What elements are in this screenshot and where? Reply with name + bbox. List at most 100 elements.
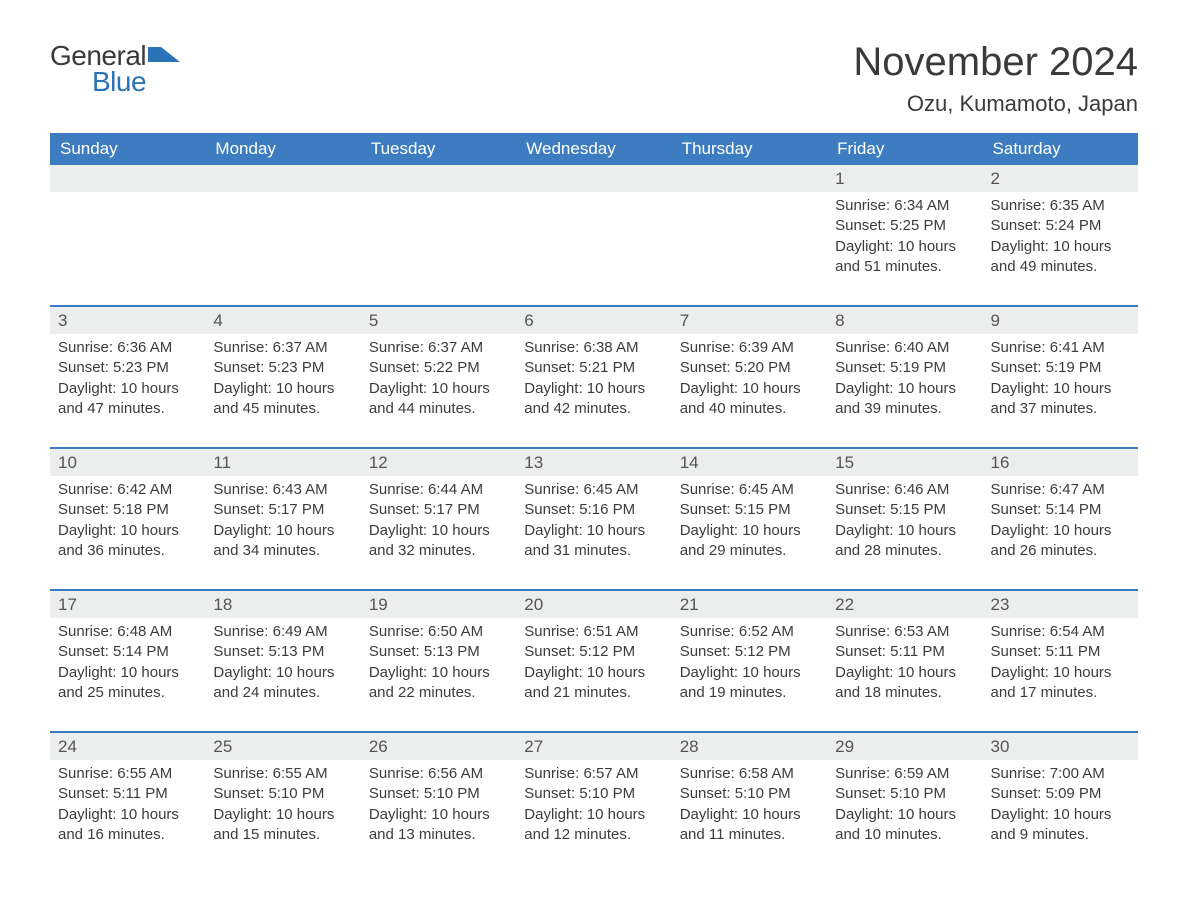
daylight-line: Daylight: 10 hours and 19 minutes. xyxy=(680,663,819,704)
sunrise-line: Sunrise: 6:36 AM xyxy=(58,338,197,358)
calendar-day-cell: 3Sunrise: 6:36 AMSunset: 5:23 PMDaylight… xyxy=(50,306,205,448)
day-number: 21 xyxy=(672,591,827,618)
sunrise-line: Sunrise: 6:45 AM xyxy=(680,480,819,500)
sunset-line: Sunset: 5:10 PM xyxy=(680,784,819,804)
sunset-line: Sunset: 5:12 PM xyxy=(680,642,819,662)
day-number: 12 xyxy=(361,449,516,476)
sunset-line: Sunset: 5:23 PM xyxy=(213,358,352,378)
calendar-day-cell xyxy=(50,165,205,306)
daylight-line: Daylight: 10 hours and 32 minutes. xyxy=(369,521,508,562)
day-number: 4 xyxy=(205,307,360,334)
day-details: Sunrise: 6:35 AMSunset: 5:24 PMDaylight:… xyxy=(983,192,1138,305)
daylight-line: Daylight: 10 hours and 34 minutes. xyxy=(213,521,352,562)
day-details: Sunrise: 6:38 AMSunset: 5:21 PMDaylight:… xyxy=(516,334,671,447)
calendar-day-cell: 5Sunrise: 6:37 AMSunset: 5:22 PMDaylight… xyxy=(361,306,516,448)
day-number: 5 xyxy=(361,307,516,334)
logo-text-sub: Blue xyxy=(92,66,182,98)
daylight-line: Daylight: 10 hours and 36 minutes. xyxy=(58,521,197,562)
sunset-line: Sunset: 5:18 PM xyxy=(58,500,197,520)
calendar-day-cell xyxy=(672,165,827,306)
sunrise-line: Sunrise: 6:46 AM xyxy=(835,480,974,500)
day-details: Sunrise: 6:40 AMSunset: 5:19 PMDaylight:… xyxy=(827,334,982,447)
day-number: 14 xyxy=(672,449,827,476)
sunrise-line: Sunrise: 6:55 AM xyxy=(58,764,197,784)
daylight-line: Daylight: 10 hours and 18 minutes. xyxy=(835,663,974,704)
sunset-line: Sunset: 5:20 PM xyxy=(680,358,819,378)
sunset-line: Sunset: 5:10 PM xyxy=(369,784,508,804)
day-details: Sunrise: 6:48 AMSunset: 5:14 PMDaylight:… xyxy=(50,618,205,731)
sunset-line: Sunset: 5:17 PM xyxy=(213,500,352,520)
sunset-line: Sunset: 5:10 PM xyxy=(524,784,663,804)
day-details: Sunrise: 6:39 AMSunset: 5:20 PMDaylight:… xyxy=(672,334,827,447)
sunrise-line: Sunrise: 6:39 AM xyxy=(680,338,819,358)
calendar-day-cell: 29Sunrise: 6:59 AMSunset: 5:10 PMDayligh… xyxy=(827,732,982,873)
day-number xyxy=(50,165,205,192)
calendar-day-cell: 11Sunrise: 6:43 AMSunset: 5:17 PMDayligh… xyxy=(205,448,360,590)
day-details: Sunrise: 6:42 AMSunset: 5:18 PMDaylight:… xyxy=(50,476,205,589)
sunset-line: Sunset: 5:14 PM xyxy=(991,500,1130,520)
calendar-day-cell: 23Sunrise: 6:54 AMSunset: 5:11 PMDayligh… xyxy=(983,590,1138,732)
daylight-line: Daylight: 10 hours and 22 minutes. xyxy=(369,663,508,704)
day-number: 9 xyxy=(983,307,1138,334)
sunset-line: Sunset: 5:11 PM xyxy=(991,642,1130,662)
calendar-day-cell xyxy=(361,165,516,306)
weekday-header: Monday xyxy=(205,133,360,165)
day-details: Sunrise: 6:47 AMSunset: 5:14 PMDaylight:… xyxy=(983,476,1138,589)
day-details: Sunrise: 6:49 AMSunset: 5:13 PMDaylight:… xyxy=(205,618,360,731)
logo-flag-icon xyxy=(148,44,182,69)
daylight-line: Daylight: 10 hours and 26 minutes. xyxy=(991,521,1130,562)
sunrise-line: Sunrise: 6:51 AM xyxy=(524,622,663,642)
day-details: Sunrise: 6:45 AMSunset: 5:15 PMDaylight:… xyxy=(672,476,827,589)
daylight-line: Daylight: 10 hours and 29 minutes. xyxy=(680,521,819,562)
sunrise-line: Sunrise: 6:54 AM xyxy=(991,622,1130,642)
daylight-line: Daylight: 10 hours and 51 minutes. xyxy=(835,237,974,278)
sunrise-line: Sunrise: 6:37 AM xyxy=(213,338,352,358)
day-details: Sunrise: 6:56 AMSunset: 5:10 PMDaylight:… xyxy=(361,760,516,873)
daylight-line: Daylight: 10 hours and 10 minutes. xyxy=(835,805,974,846)
sunset-line: Sunset: 5:15 PM xyxy=(680,500,819,520)
sunset-line: Sunset: 5:23 PM xyxy=(58,358,197,378)
sunrise-line: Sunrise: 6:41 AM xyxy=(991,338,1130,358)
day-number: 30 xyxy=(983,733,1138,760)
sunrise-line: Sunrise: 6:50 AM xyxy=(369,622,508,642)
calendar-day-cell: 22Sunrise: 6:53 AMSunset: 5:11 PMDayligh… xyxy=(827,590,982,732)
day-number: 24 xyxy=(50,733,205,760)
sunset-line: Sunset: 5:19 PM xyxy=(835,358,974,378)
header: General Blue November 2024 Ozu, Kumamoto… xyxy=(50,40,1138,117)
sunrise-line: Sunrise: 6:44 AM xyxy=(369,480,508,500)
sunrise-line: Sunrise: 6:52 AM xyxy=(680,622,819,642)
sunset-line: Sunset: 5:21 PM xyxy=(524,358,663,378)
day-details: Sunrise: 6:52 AMSunset: 5:12 PMDaylight:… xyxy=(672,618,827,731)
daylight-line: Daylight: 10 hours and 21 minutes. xyxy=(524,663,663,704)
calendar-day-cell: 15Sunrise: 6:46 AMSunset: 5:15 PMDayligh… xyxy=(827,448,982,590)
calendar-day-cell: 9Sunrise: 6:41 AMSunset: 5:19 PMDaylight… xyxy=(983,306,1138,448)
day-number: 29 xyxy=(827,733,982,760)
day-number xyxy=(672,165,827,192)
calendar-week-row: 3Sunrise: 6:36 AMSunset: 5:23 PMDaylight… xyxy=(50,306,1138,448)
calendar-day-cell: 4Sunrise: 6:37 AMSunset: 5:23 PMDaylight… xyxy=(205,306,360,448)
weekday-header: Friday xyxy=(827,133,982,165)
calendar-day-cell: 8Sunrise: 6:40 AMSunset: 5:19 PMDaylight… xyxy=(827,306,982,448)
day-number: 22 xyxy=(827,591,982,618)
location: Ozu, Kumamoto, Japan xyxy=(853,91,1138,117)
sunrise-line: Sunrise: 6:49 AM xyxy=(213,622,352,642)
calendar-day-cell: 1Sunrise: 6:34 AMSunset: 5:25 PMDaylight… xyxy=(827,165,982,306)
day-details: Sunrise: 6:55 AMSunset: 5:10 PMDaylight:… xyxy=(205,760,360,873)
sunset-line: Sunset: 5:13 PM xyxy=(369,642,508,662)
day-details: Sunrise: 6:34 AMSunset: 5:25 PMDaylight:… xyxy=(827,192,982,305)
day-details xyxy=(516,192,671,292)
day-details: Sunrise: 6:58 AMSunset: 5:10 PMDaylight:… xyxy=(672,760,827,873)
sunrise-line: Sunrise: 6:59 AM xyxy=(835,764,974,784)
weekday-header: Saturday xyxy=(983,133,1138,165)
day-details: Sunrise: 6:37 AMSunset: 5:23 PMDaylight:… xyxy=(205,334,360,447)
sunrise-line: Sunrise: 6:53 AM xyxy=(835,622,974,642)
day-details: Sunrise: 6:45 AMSunset: 5:16 PMDaylight:… xyxy=(516,476,671,589)
calendar-day-cell: 24Sunrise: 6:55 AMSunset: 5:11 PMDayligh… xyxy=(50,732,205,873)
weekday-header: Sunday xyxy=(50,133,205,165)
day-number xyxy=(361,165,516,192)
calendar-week-row: 10Sunrise: 6:42 AMSunset: 5:18 PMDayligh… xyxy=(50,448,1138,590)
calendar-day-cell: 30Sunrise: 7:00 AMSunset: 5:09 PMDayligh… xyxy=(983,732,1138,873)
day-details: Sunrise: 7:00 AMSunset: 5:09 PMDaylight:… xyxy=(983,760,1138,873)
sunset-line: Sunset: 5:10 PM xyxy=(213,784,352,804)
day-number: 25 xyxy=(205,733,360,760)
